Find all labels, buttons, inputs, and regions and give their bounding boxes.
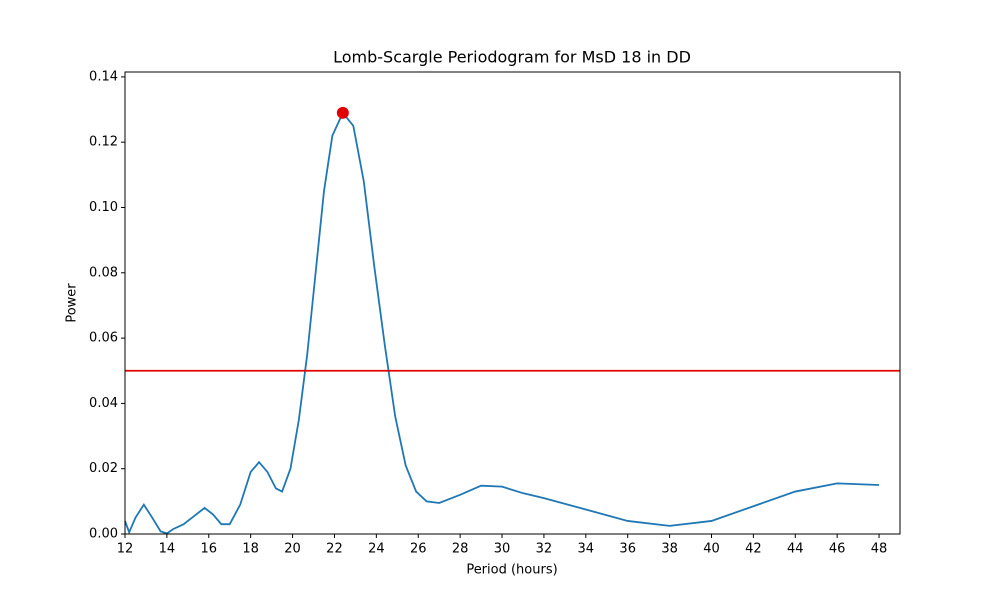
x-tick-label: 32	[536, 542, 553, 557]
x-axis-label: Period (hours)	[466, 563, 557, 578]
x-tick-label: 22	[326, 542, 343, 557]
y-tick-label: 0.10	[89, 200, 118, 215]
y-tick-label: 0.00	[89, 527, 118, 542]
x-tick-label: 30	[494, 542, 511, 557]
x-tick-label: 42	[745, 542, 762, 557]
y-tick-label: 0.14	[89, 69, 118, 84]
x-tick-label: 44	[787, 542, 804, 557]
x-tick-label: 38	[661, 542, 678, 557]
x-tick-label: 24	[368, 542, 385, 557]
x-tick-label: 28	[452, 542, 469, 557]
x-tick-label: 40	[703, 542, 720, 557]
x-tick-label: 18	[242, 542, 259, 557]
y-axis-label: Power	[65, 283, 80, 323]
x-tick-label: 26	[410, 542, 427, 557]
x-tick-label: 12	[117, 542, 134, 557]
y-tick-label: 0.06	[89, 331, 118, 346]
x-tick-label: 36	[619, 542, 636, 557]
chart-title: Lomb-Scargle Periodogram for MsD 18 in D…	[333, 48, 691, 67]
data-line	[124, 111, 880, 535]
y-tick-label: 0.04	[89, 396, 118, 411]
peak-marker	[336, 106, 349, 119]
x-tick-label: 20	[284, 542, 301, 557]
x-tick-label: 46	[829, 542, 846, 557]
plot-frame	[124, 71, 901, 535]
x-tick-label: 34	[578, 542, 595, 557]
x-tick-label: 14	[159, 542, 176, 557]
x-tick-label: 48	[871, 542, 888, 557]
y-tick-label: 0.08	[89, 265, 118, 280]
x-tick-label: 16	[201, 542, 218, 557]
y-tick-label: 0.02	[89, 461, 118, 476]
y-tick-label: 0.12	[89, 135, 118, 150]
